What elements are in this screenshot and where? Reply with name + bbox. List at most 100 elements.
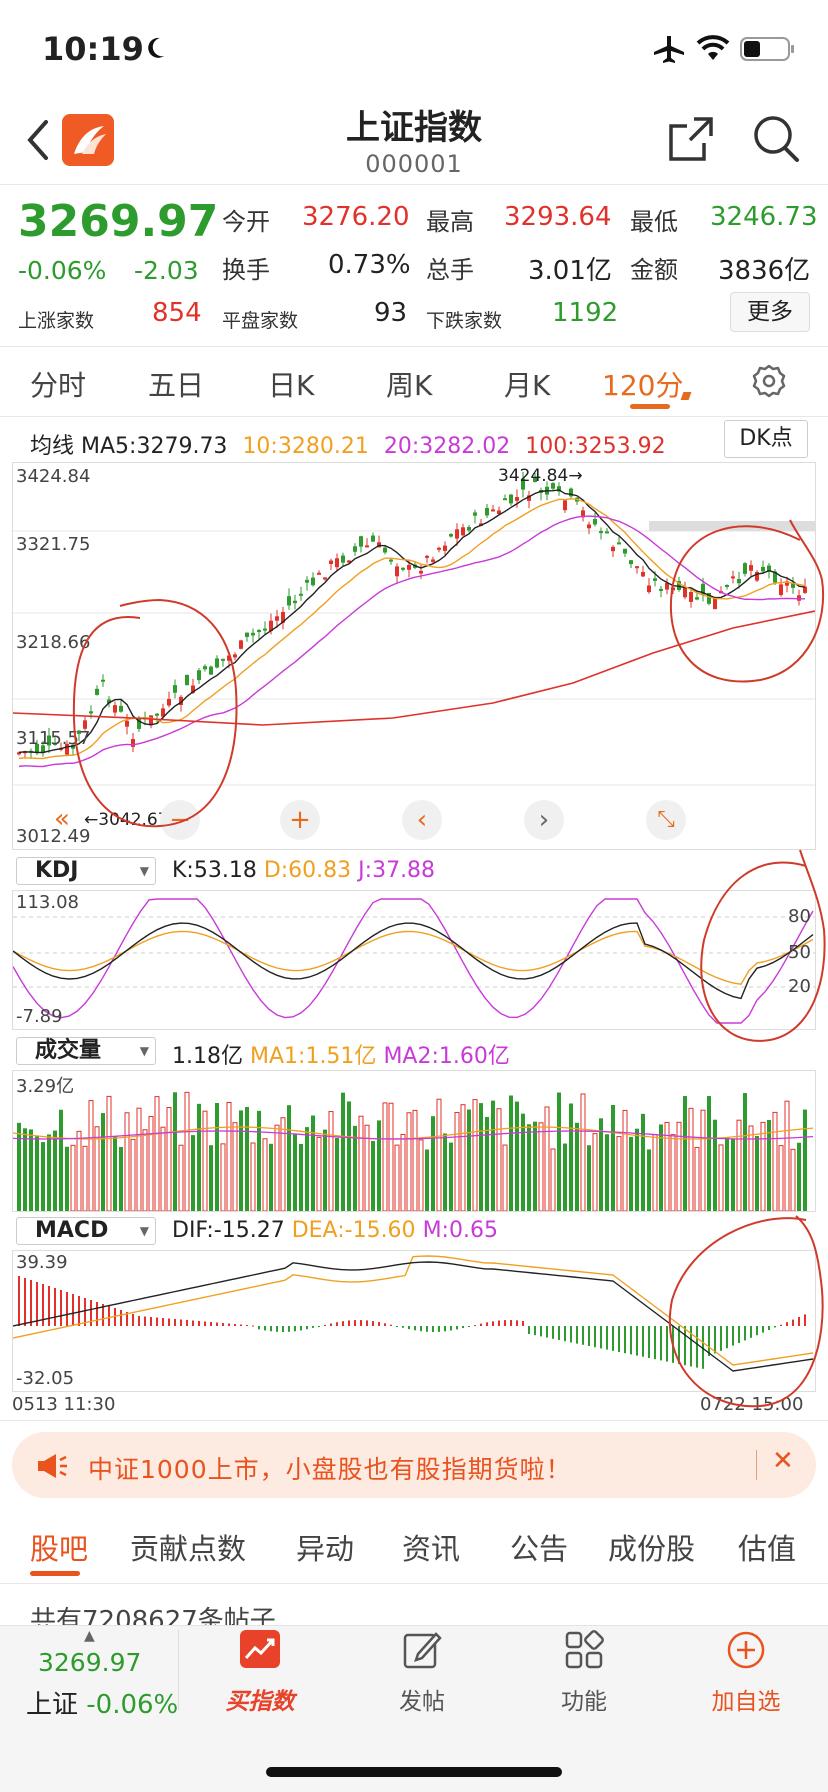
kdj-panel[interactable] <box>12 890 816 1030</box>
candle-body <box>257 630 261 633</box>
volume-ma1: MA1:1.51亿 <box>250 1044 377 1069</box>
kdj-y-max: 113.08 <box>16 892 79 913</box>
rewind-icon[interactable]: « <box>54 804 70 834</box>
volume-bar <box>154 1096 160 1212</box>
volume-bar <box>76 1130 82 1212</box>
caret-down-icon: ▼ <box>139 864 149 878</box>
tab-movement[interactable]: 异动 <box>296 1532 355 1566</box>
macd-bar <box>360 1320 362 1326</box>
macd-bar <box>576 1326 578 1344</box>
tab-indicator <box>30 1571 80 1576</box>
macd-bar <box>642 1326 644 1357</box>
function-label: 功能 <box>561 1689 607 1715</box>
max-price-marker: 3424.84→ <box>498 466 583 486</box>
macd-bar <box>354 1320 356 1326</box>
share-icon[interactable] <box>668 116 714 166</box>
flat-count-label: 平盘家数 <box>222 310 299 332</box>
tab-forum[interactable]: 股吧 <box>30 1532 89 1566</box>
volume-bar <box>184 1091 190 1212</box>
volume-bar <box>250 1142 256 1212</box>
tab-five-day[interactable]: 五日 <box>148 369 205 402</box>
volume-bar <box>299 1143 303 1211</box>
kline-panel[interactable] <box>12 462 816 850</box>
candle-body <box>335 558 339 568</box>
caret-up-icon[interactable]: ▲ <box>84 1628 95 1644</box>
macd-selector[interactable]: MACD ▼ <box>16 1217 156 1245</box>
change-value: -2.03 <box>134 256 199 285</box>
tab-daily-k[interactable]: 日K <box>268 369 315 402</box>
volume-bar <box>29 1129 33 1211</box>
more-button[interactable]: 更多 <box>730 292 810 332</box>
macd-panel[interactable] <box>12 1250 816 1392</box>
macd-bar <box>258 1326 260 1330</box>
kdj-d-line <box>12 930 814 985</box>
tab-120min[interactable]: 120分 <box>602 369 684 402</box>
volume-y-max: 3.29亿 <box>16 1076 75 1097</box>
volume-bar <box>65 1146 69 1211</box>
minus-button[interactable]: − <box>160 800 200 840</box>
candle-body <box>155 713 159 716</box>
candle-body <box>389 559 393 562</box>
bottom-change: -0.06% <box>86 1690 179 1720</box>
volume-bar <box>683 1096 687 1211</box>
candle-body <box>395 566 399 577</box>
settings-icon[interactable] <box>752 364 786 402</box>
macd-bar <box>708 1326 710 1356</box>
macd-bar <box>660 1326 662 1361</box>
tab-valuation[interactable]: 估值 <box>738 1532 797 1566</box>
macd-bar <box>306 1326 308 1330</box>
macd-bar <box>84 1298 86 1326</box>
macd-bar <box>570 1326 572 1343</box>
tab-monthly-k[interactable]: 月K <box>504 369 551 402</box>
tab-announcement[interactable]: 公告 <box>510 1532 569 1566</box>
kdj-selector[interactable]: KDJ ▼ <box>16 857 156 885</box>
volume-selector[interactable]: 成交量 ▼ <box>16 1037 156 1065</box>
macd-bar <box>324 1324 326 1326</box>
macd-bar <box>366 1320 368 1326</box>
tab-intraday[interactable]: 分时 <box>30 369 87 402</box>
volume-bar <box>515 1101 519 1211</box>
candle-body <box>461 527 465 536</box>
kdj-legend: K:53.18 D:60.83 J:37.88 <box>172 858 435 883</box>
volume-bar <box>652 1134 658 1212</box>
macd-bar <box>804 1314 806 1326</box>
dk-point-button[interactable]: DK点 <box>724 420 808 458</box>
post-button[interactable]: 发帖 <box>372 1630 472 1715</box>
volume-bar <box>166 1106 172 1212</box>
volume-bar <box>88 1100 94 1212</box>
zoom-in-button[interactable]: + <box>280 800 320 840</box>
y-axis-label: 3424.84 <box>16 466 91 487</box>
tab-weekly-k[interactable]: 周K <box>386 369 433 402</box>
candle-body <box>353 546 357 552</box>
volume-panel[interactable] <box>12 1070 816 1212</box>
volume-bar <box>472 1099 478 1212</box>
tab-constituents[interactable]: 成份股 <box>608 1532 696 1566</box>
highlight-band <box>649 521 815 531</box>
divider <box>0 1583 828 1584</box>
ma5-value: MA5:3279.73 <box>81 434 228 459</box>
next-button[interactable]: › <box>524 800 564 840</box>
buy-index-button[interactable]: 买指数 <box>206 1630 314 1715</box>
prev-button[interactable]: ‹ <box>402 800 442 840</box>
volume-bar <box>479 1103 483 1211</box>
candle-body <box>491 509 495 512</box>
close-icon[interactable]: ✕ <box>772 1446 794 1476</box>
fullscreen-button[interactable]: ⤡ <box>646 800 686 840</box>
promo-banner[interactable] <box>12 1432 816 1498</box>
macd-bar <box>390 1324 392 1326</box>
function-button[interactable]: 功能 <box>534 1630 634 1715</box>
macd-bar <box>240 1324 242 1326</box>
candle-body <box>731 576 735 579</box>
volume-bar <box>130 1138 136 1212</box>
up-count: 854 <box>152 298 202 328</box>
candle-body <box>617 542 621 545</box>
search-icon[interactable] <box>752 114 800 168</box>
turnover-value: 0.73% <box>328 250 411 280</box>
add-watchlist-button[interactable]: 加自选 <box>696 1630 796 1715</box>
volume-bar <box>269 1143 273 1211</box>
candle-body <box>173 685 177 693</box>
back-icon[interactable] <box>26 118 50 166</box>
tab-news[interactable]: 资讯 <box>402 1532 461 1566</box>
tab-contribution[interactable]: 贡献点数 <box>130 1532 247 1566</box>
macd-dea: DEA:-15.60 <box>291 1218 416 1243</box>
